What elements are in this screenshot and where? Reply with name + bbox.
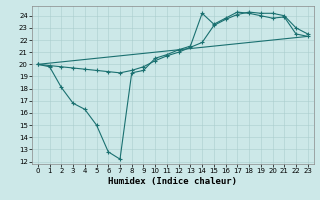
X-axis label: Humidex (Indice chaleur): Humidex (Indice chaleur) — [108, 177, 237, 186]
